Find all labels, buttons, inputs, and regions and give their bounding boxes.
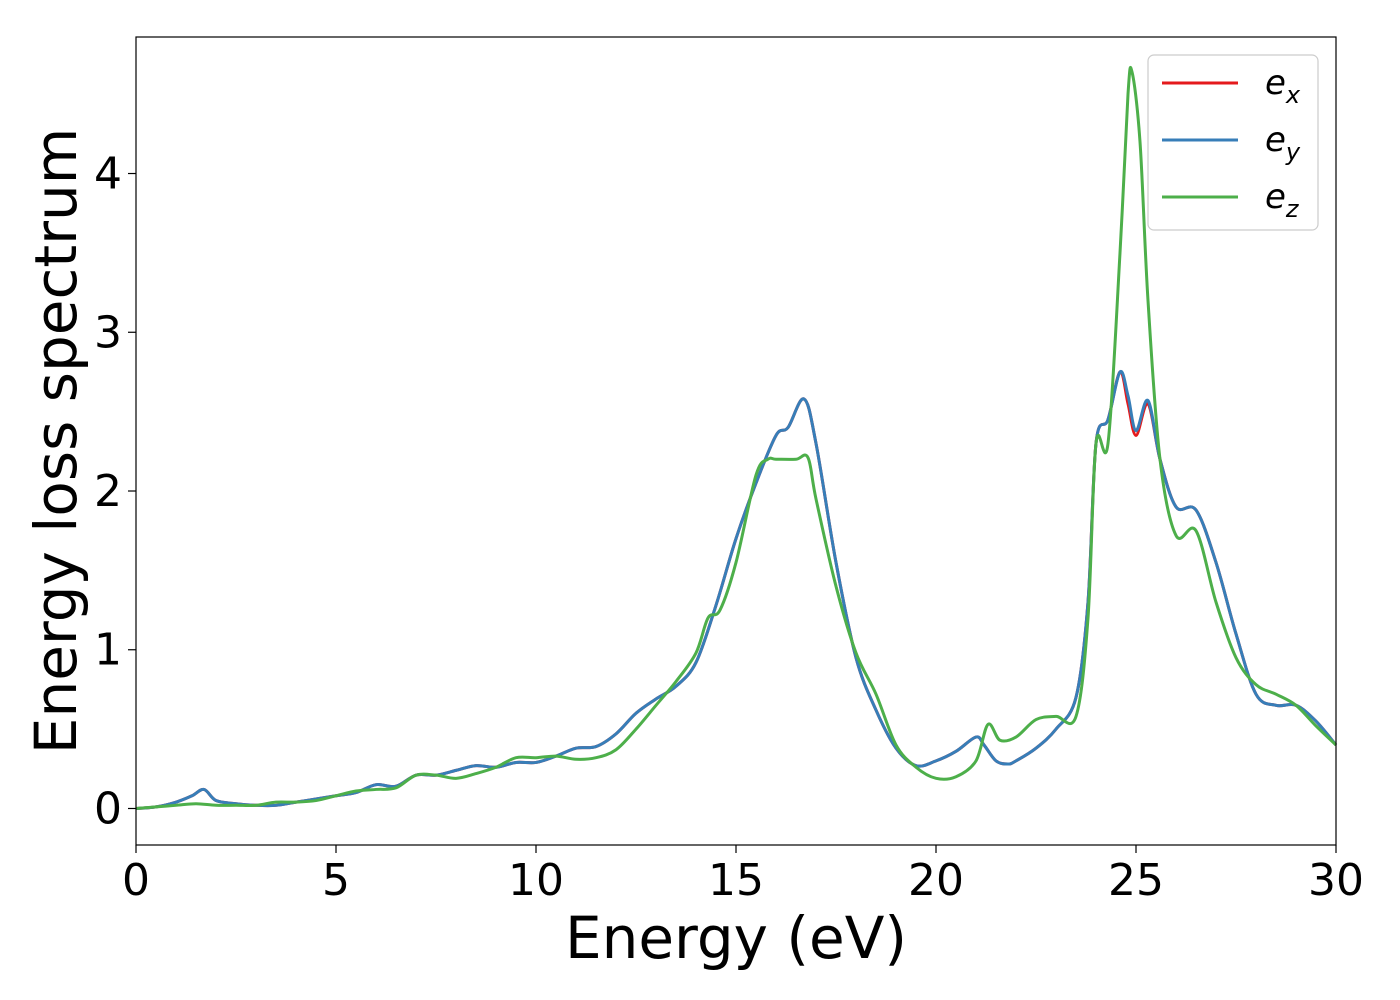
- x-tick-label: 30: [1308, 855, 1364, 906]
- legend: ex ey ez: [1147, 54, 1319, 231]
- legend-box: [1147, 54, 1319, 231]
- series-line-ey: [135, 369, 1338, 810]
- x-tick-label: 0: [122, 855, 150, 906]
- x-tick-label: 25: [1108, 855, 1164, 906]
- x-tick-label: 20: [908, 855, 964, 906]
- y-tick-label: 2: [94, 466, 122, 517]
- y-tick-label: 1: [94, 625, 122, 676]
- legend-items: ex ey ez: [1162, 63, 1301, 223]
- y-tick-label: 3: [94, 307, 122, 358]
- y-tick-label: 0: [94, 783, 122, 834]
- x-tick-label: 15: [708, 855, 764, 906]
- tick-layer: 0 5 10 15 20 25 30 0 1 2 3 4: [94, 149, 1364, 906]
- x-tick-label: 10: [508, 855, 564, 906]
- x-axis-title: Energy (eV): [565, 904, 907, 972]
- y-tick-label: 4: [94, 149, 122, 200]
- legend-label-ey: ey: [1265, 120, 1301, 166]
- series-line-ez: [135, 66, 1338, 810]
- y-axis-title: Energy loss spectrum: [22, 128, 90, 754]
- legend-label-ez: ez: [1265, 177, 1300, 223]
- series-layer: [135, 66, 1338, 810]
- x-tick-label: 5: [322, 855, 350, 906]
- legend-label-ex: ex: [1265, 63, 1301, 109]
